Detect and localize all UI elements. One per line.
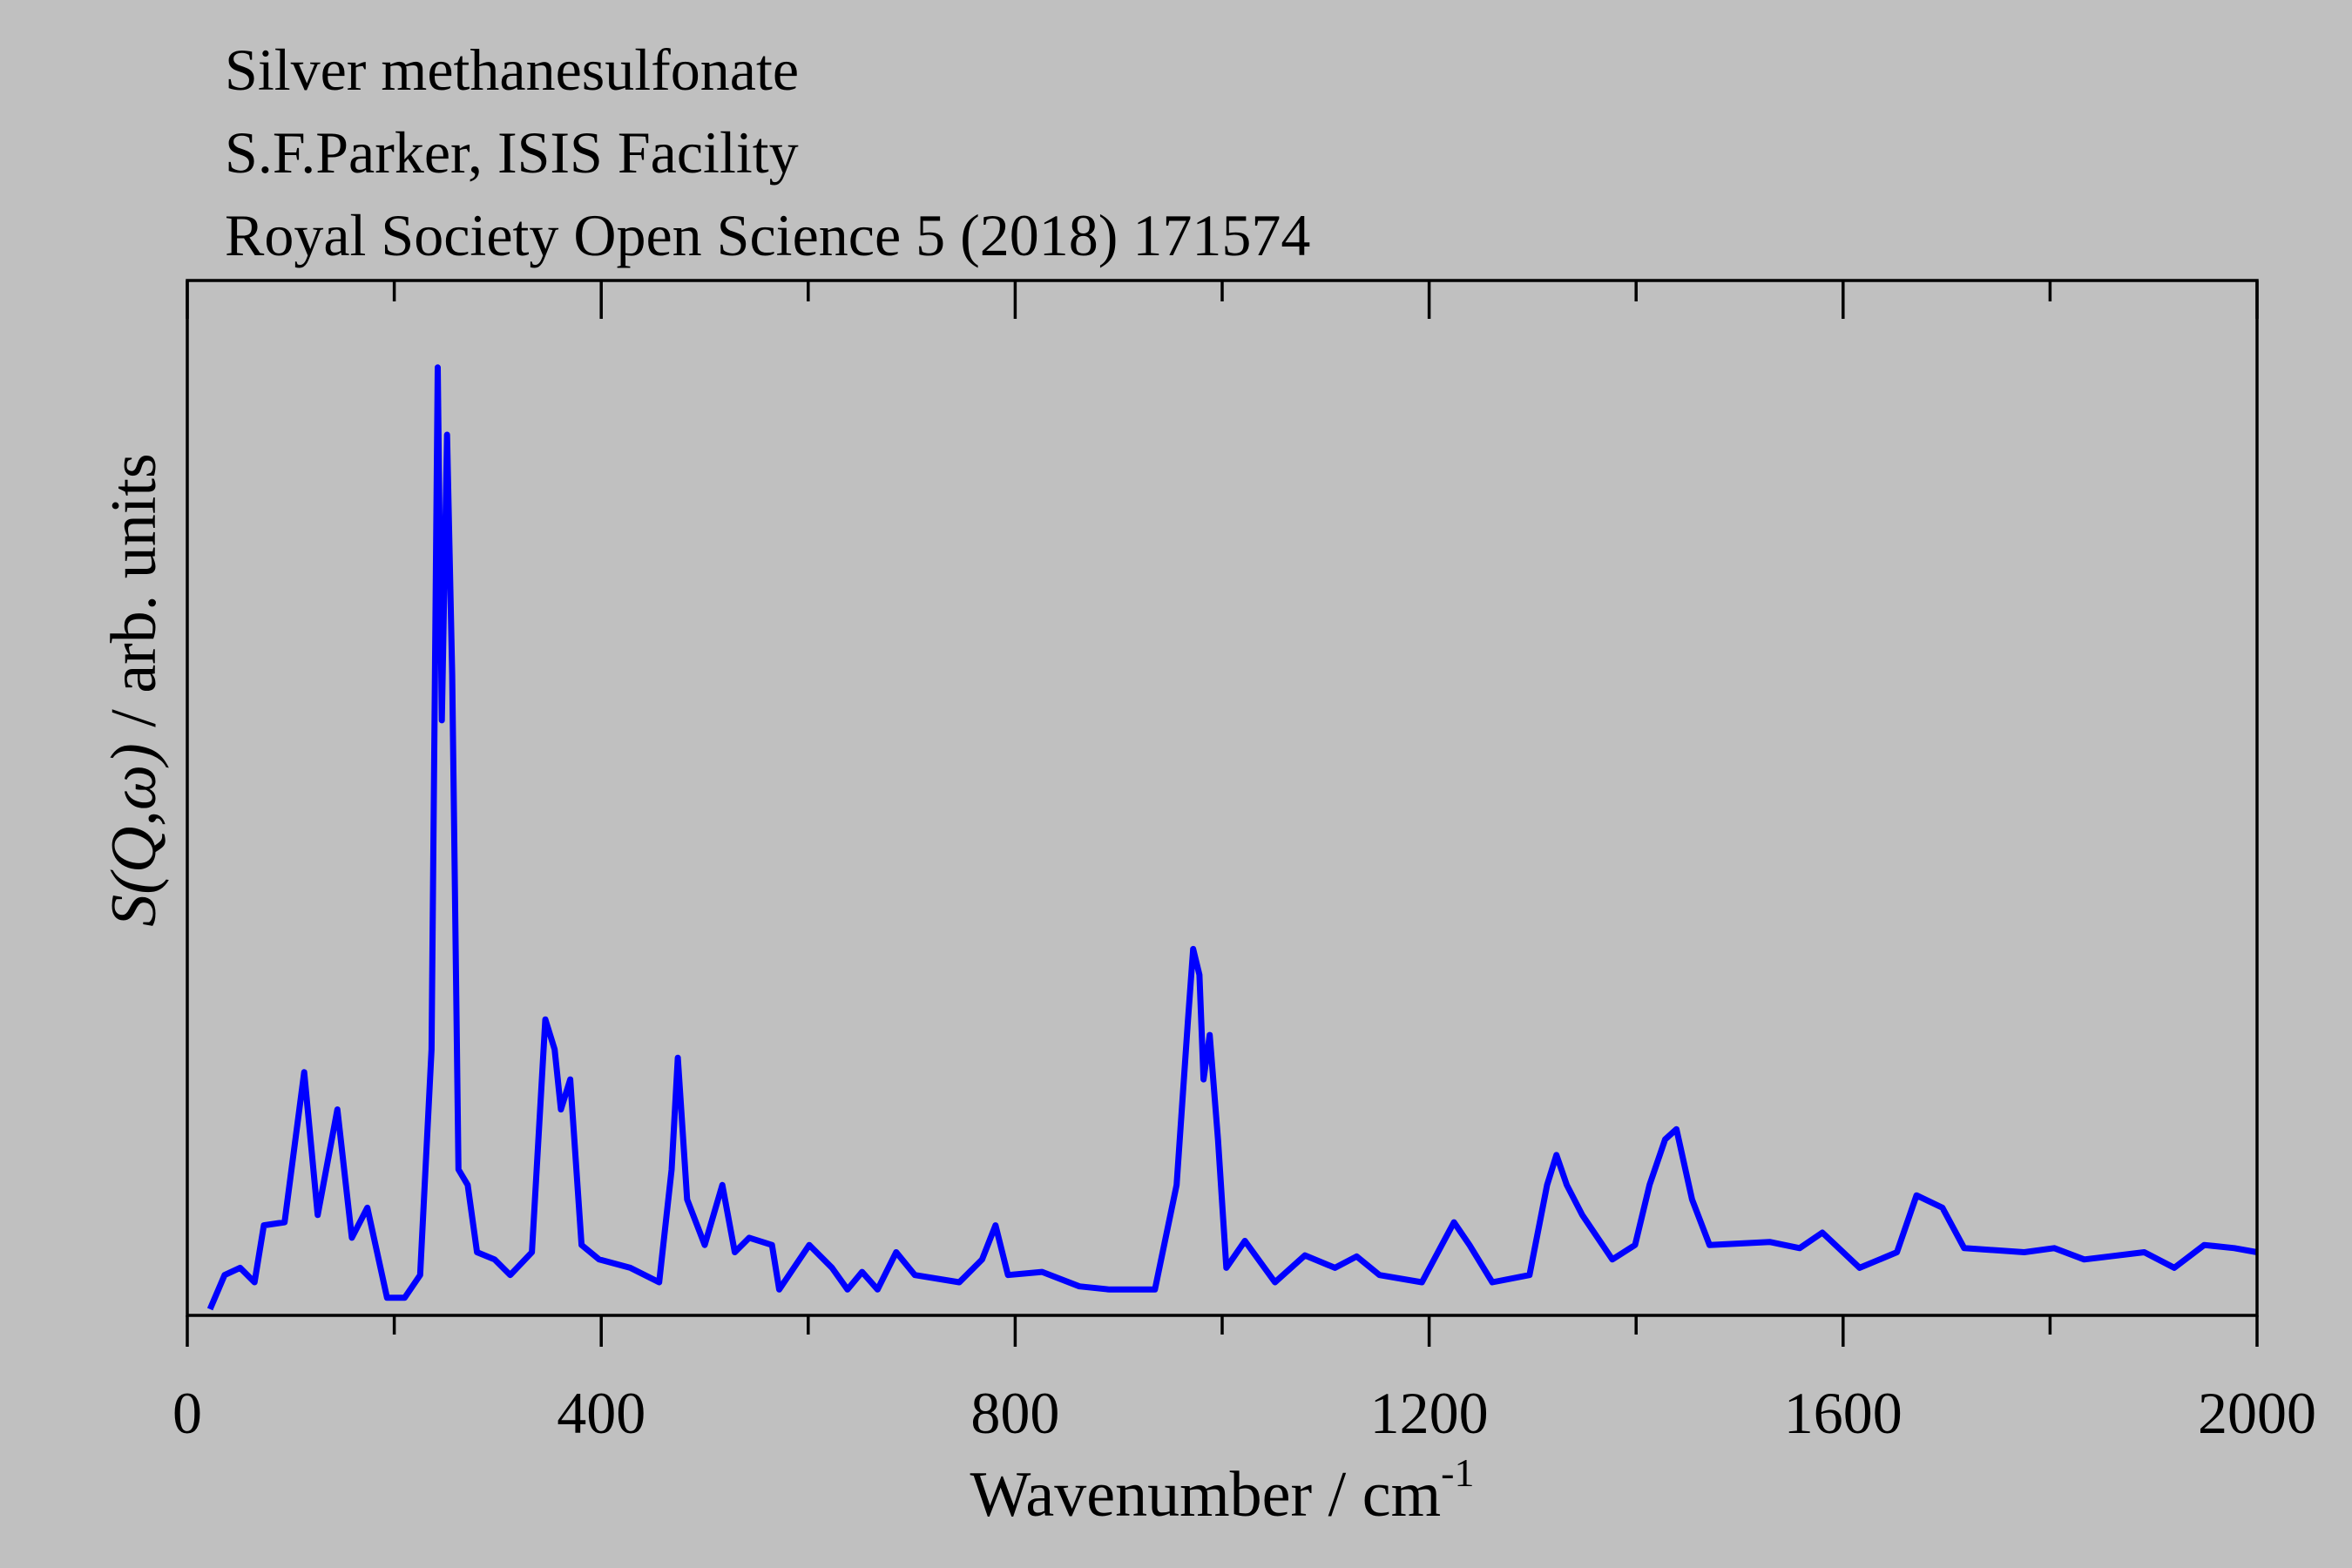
title-line: Silver methanesulfonate bbox=[225, 37, 799, 103]
x-tick-label: 800 bbox=[970, 1380, 1059, 1446]
x-tick-label: 1200 bbox=[1370, 1380, 1489, 1446]
x-axis-label: Wavenumber / cm-1 bbox=[970, 1450, 1475, 1531]
y-axis-label: S(Q,ω) / arb. units bbox=[98, 453, 170, 926]
x-tick-label: 0 bbox=[172, 1380, 202, 1446]
x-tick-label: 2000 bbox=[2198, 1380, 2316, 1446]
title-line: Royal Society Open Science 5 (2018) 1715… bbox=[225, 202, 1310, 268]
x-axis-label-superscript: -1 bbox=[1441, 1450, 1474, 1495]
x-tick-label: 400 bbox=[557, 1380, 645, 1446]
x-tick-label: 1600 bbox=[1784, 1380, 1903, 1446]
y-axis-label-italic: S(Q,ω) bbox=[98, 743, 170, 926]
x-axis-label-text: Wavenumber / cm bbox=[970, 1459, 1442, 1531]
spectrum-line bbox=[206, 364, 2258, 1311]
title-line: S.F.Parker, ISIS Facility bbox=[225, 119, 799, 186]
y-axis-label-text: / arb. units bbox=[98, 453, 170, 743]
